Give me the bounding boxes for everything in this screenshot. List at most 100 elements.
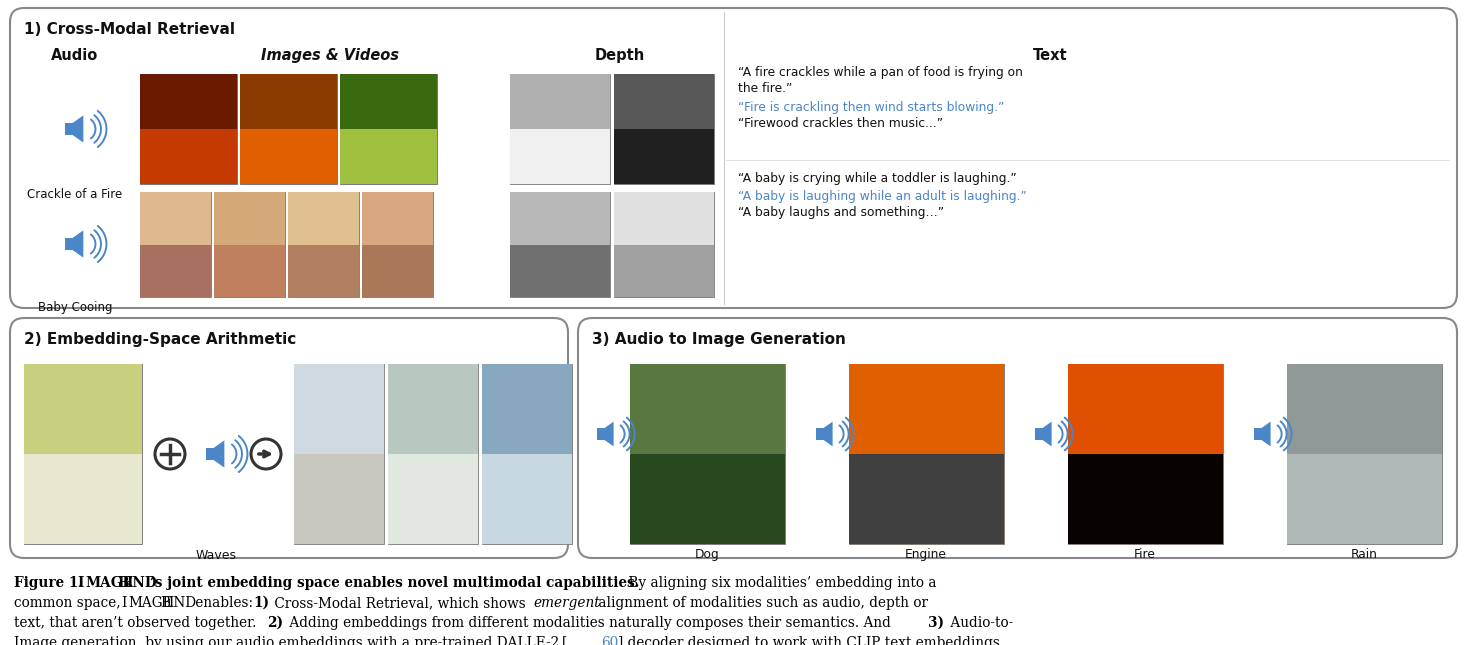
Polygon shape [823,422,833,446]
Text: B: B [117,576,129,590]
Circle shape [251,439,282,469]
Bar [615,129,714,184]
Text: “Fire is crackling then wind starts blowing.”: “Fire is crackling then wind starts blow… [738,101,1005,114]
Text: I: I [76,576,84,590]
Text: “A baby laughs and something…”: “A baby laughs and something…” [738,206,945,219]
Bar [139,244,211,297]
Bar [387,364,478,544]
Bar [23,364,142,544]
Polygon shape [597,428,604,440]
Text: Rain: Rain [1351,548,1378,561]
Bar [214,192,285,297]
Bar [241,129,337,184]
Text: ’s joint embedding space enables novel multimodal capabilities.: ’s joint embedding space enables novel m… [150,576,640,590]
Bar [340,74,437,184]
Bar [288,192,359,297]
Bar [615,192,714,297]
Polygon shape [1042,422,1052,446]
Text: 60: 60 [601,636,618,645]
Bar [511,74,610,184]
Polygon shape [205,448,214,460]
Bar [511,192,610,297]
Text: “A baby is crying while a toddler is laughing.”: “A baby is crying while a toddler is lau… [738,172,1017,185]
Bar [1068,454,1223,544]
Bar [849,454,1003,544]
Text: MAGE: MAGE [85,576,133,590]
Bar [615,192,714,244]
Text: Text: Text [1033,48,1068,63]
Polygon shape [1036,428,1042,440]
Bar [362,192,433,297]
Text: Cross-Modal Retrieval, which shows: Cross-Modal Retrieval, which shows [270,596,530,610]
Bar [139,74,238,184]
Bar [23,364,142,454]
Bar [1068,364,1223,454]
Text: text, that aren’t observed together.: text, that aren’t observed together. [15,616,263,630]
Bar [1068,364,1223,544]
Bar [849,364,1003,544]
Text: Baby Cooing: Baby Cooing [38,301,113,314]
Bar [139,192,211,244]
Bar [293,454,384,544]
Bar [139,74,238,129]
Text: “A fire crackles while a pan of food is frying on: “A fire crackles while a pan of food is … [738,66,1022,79]
Text: Audio-to-: Audio-to- [946,616,1014,630]
Bar [1287,364,1442,544]
Polygon shape [65,123,73,135]
Bar [615,74,714,184]
Bar [362,192,433,244]
Text: enables:: enables: [191,596,260,610]
Polygon shape [73,115,84,143]
Text: Dog: Dog [695,548,719,561]
Bar [139,129,238,184]
Bar [288,192,359,244]
Bar [615,74,714,129]
Text: emergent: emergent [533,596,600,610]
Polygon shape [73,230,84,257]
Bar [340,74,437,129]
Bar [214,192,285,244]
Bar [511,74,610,129]
Bar [362,244,433,297]
Text: Image generation, by using our audio embeddings with a pre-trained DALLE-2 [: Image generation, by using our audio emb… [15,636,568,645]
Bar [340,129,437,184]
Bar [241,74,337,184]
Text: Depth: Depth [596,48,645,63]
Bar [288,244,359,297]
Text: “A baby is laughing while an adult is laughing.”: “A baby is laughing while an adult is la… [738,190,1027,203]
Text: 3) Audio to Image Generation: 3) Audio to Image Generation [593,332,846,347]
Bar [293,364,384,544]
FancyBboxPatch shape [578,318,1457,558]
Text: alignment of modalities such as audio, depth or: alignment of modalities such as audio, d… [594,596,929,610]
Text: 1): 1) [252,596,268,610]
Text: 2) Embedding-Space Arithmetic: 2) Embedding-Space Arithmetic [23,332,296,347]
Text: the fire.”: the fire.” [738,82,792,95]
Bar [387,364,478,454]
Bar [629,364,785,454]
Text: 1) Cross-Modal Retrieval: 1) Cross-Modal Retrieval [23,22,235,37]
Bar [629,454,785,544]
Bar [849,364,1003,454]
Text: Engine: Engine [905,548,946,561]
Text: Fire: Fire [1134,548,1156,561]
Polygon shape [1262,422,1270,446]
Bar [1287,364,1442,454]
Text: B: B [160,596,170,610]
Text: 3): 3) [929,616,943,630]
Text: 2): 2) [267,616,283,630]
Bar [511,244,610,297]
Text: Crackle of a Fire: Crackle of a Fire [28,188,123,201]
Polygon shape [604,422,613,446]
Bar [23,454,142,544]
Bar [387,454,478,544]
Bar [483,364,572,454]
FancyBboxPatch shape [10,318,568,558]
Bar [241,74,337,129]
Text: I: I [120,596,126,610]
Polygon shape [1254,428,1262,440]
FancyBboxPatch shape [10,8,1457,308]
Bar [1287,454,1442,544]
Bar [139,192,211,297]
Circle shape [156,439,185,469]
Text: “Firewood crackles then music...”: “Firewood crackles then music...” [738,117,943,130]
